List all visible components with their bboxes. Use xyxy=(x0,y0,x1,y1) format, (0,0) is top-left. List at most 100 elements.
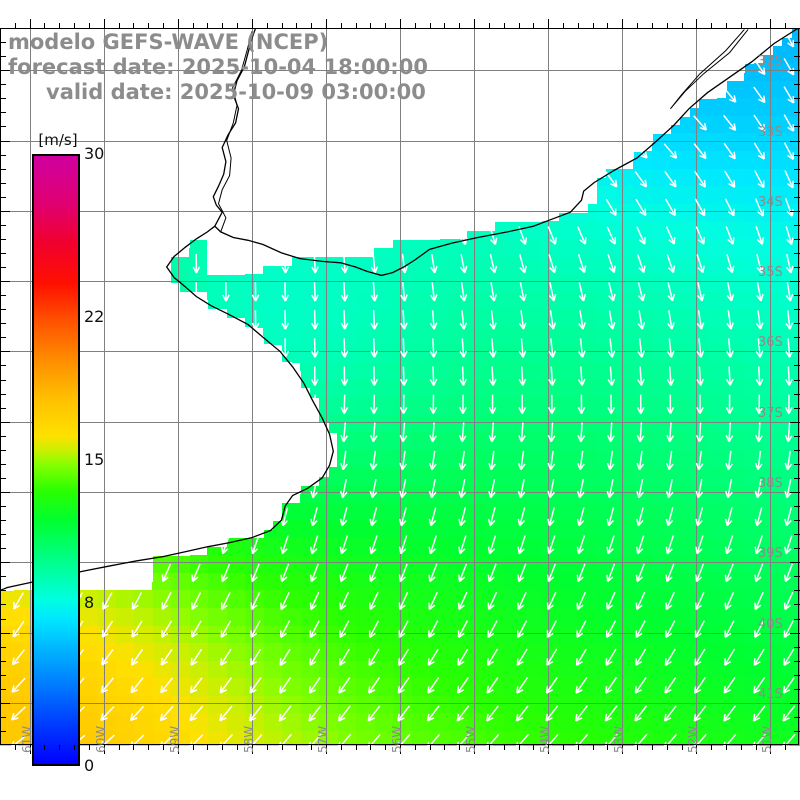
tick-right xyxy=(794,730,800,732)
raster-cell xyxy=(522,344,542,363)
raster-cell xyxy=(466,256,486,275)
raster-cell xyxy=(707,168,727,187)
raster-cell xyxy=(281,291,301,310)
raster-cell xyxy=(485,256,505,275)
raster-cell xyxy=(614,361,635,381)
raster-cell xyxy=(337,274,357,293)
raster-cell xyxy=(707,274,727,293)
tick-bottom xyxy=(237,745,238,750)
raster-cell xyxy=(577,344,598,363)
tick-left xyxy=(0,140,10,142)
raster-cell xyxy=(540,414,560,433)
raster-cell xyxy=(670,238,690,258)
tick-top xyxy=(29,19,31,28)
tick-left xyxy=(0,295,6,297)
raster-cell xyxy=(651,256,672,275)
raster-cell xyxy=(466,309,486,328)
raster-cell xyxy=(614,484,635,504)
raster-cell xyxy=(781,361,800,381)
raster-cell xyxy=(670,432,690,451)
tick-left xyxy=(0,702,10,704)
tick-right xyxy=(790,210,800,212)
tick-right xyxy=(794,534,800,536)
raster-cell xyxy=(485,238,505,258)
raster-cell xyxy=(725,98,746,117)
tick-left xyxy=(0,379,6,381)
raster-cell xyxy=(633,484,653,504)
raster-cell xyxy=(522,326,542,346)
tick-bottom xyxy=(725,745,727,750)
raster-cell xyxy=(355,414,375,433)
raster-cell xyxy=(225,291,246,310)
raster-cell xyxy=(763,203,783,223)
raster-cell xyxy=(614,221,635,240)
raster-cell xyxy=(466,344,486,363)
raster-cell xyxy=(281,309,301,328)
raster-cell xyxy=(763,221,783,240)
raster-cell xyxy=(355,467,375,486)
raster-cell xyxy=(763,115,783,135)
raster-cell xyxy=(503,361,523,381)
raster-cell xyxy=(744,133,764,152)
coastline-overlay xyxy=(0,28,799,592)
map-plot-area[interactable] xyxy=(0,28,800,746)
raster-cell xyxy=(337,397,357,416)
raster-cell xyxy=(670,291,690,310)
raster-cell xyxy=(355,379,375,398)
raster-cell xyxy=(503,309,523,328)
raster-cell xyxy=(559,274,579,293)
raster-cell xyxy=(559,344,579,363)
raster-cell xyxy=(355,326,375,346)
raster-cell xyxy=(374,256,394,275)
tick-top xyxy=(725,23,727,28)
tick-top xyxy=(251,19,253,28)
raster-cell xyxy=(744,238,764,258)
raster-cell xyxy=(411,274,431,293)
raster-cell xyxy=(337,414,357,433)
lon-label-61W: 61W xyxy=(19,725,34,753)
raster-cell xyxy=(503,238,523,258)
raster-cell xyxy=(355,344,375,363)
raster-cell xyxy=(763,449,783,469)
raster-cell xyxy=(522,256,542,275)
raster-cell xyxy=(614,203,635,223)
raster-cell xyxy=(651,344,672,363)
raster-cell xyxy=(688,467,709,486)
raster-cell xyxy=(392,361,412,381)
raster-cell xyxy=(707,414,727,433)
raster-cell xyxy=(392,379,412,398)
raster-cell xyxy=(466,432,486,451)
raster-cell xyxy=(522,238,542,258)
raster-cell xyxy=(263,309,283,328)
raster-cell xyxy=(411,414,431,433)
tick-top xyxy=(696,19,698,28)
raster-cell xyxy=(374,326,394,346)
tick-left xyxy=(0,674,6,676)
tick-right xyxy=(794,309,800,311)
tick-left xyxy=(0,84,6,86)
tick-right xyxy=(794,506,800,507)
tick-bottom xyxy=(266,745,268,750)
raster-cell xyxy=(503,256,523,275)
tick-left xyxy=(0,688,6,690)
raster-cell xyxy=(633,449,653,469)
raster-cell xyxy=(688,115,709,135)
raster-cell xyxy=(614,379,635,398)
tick-bottom xyxy=(59,745,61,750)
tick-right xyxy=(794,295,800,297)
tick-top xyxy=(607,23,609,28)
raster-cell xyxy=(707,309,727,328)
tick-left xyxy=(0,281,10,283)
raster-cell xyxy=(707,361,727,381)
tick-top xyxy=(325,19,327,28)
raster-cell xyxy=(170,256,190,275)
colorbar-gradient[interactable] xyxy=(32,154,80,766)
tick-bottom xyxy=(44,745,46,750)
tick-bottom xyxy=(222,745,224,750)
raster-cell xyxy=(559,467,579,486)
tick-right xyxy=(794,449,800,451)
tick-bottom xyxy=(133,745,135,750)
raster-cell xyxy=(651,238,672,258)
raster-cell xyxy=(763,274,783,293)
